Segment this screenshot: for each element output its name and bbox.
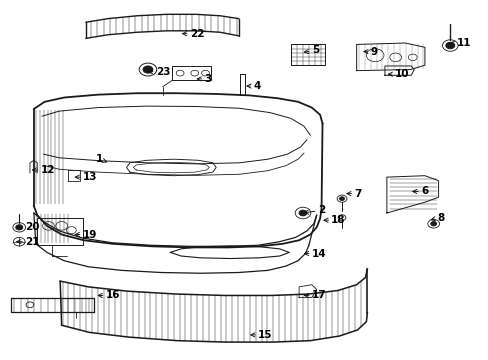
- Text: 6: 6: [412, 186, 427, 197]
- Text: 8: 8: [430, 213, 444, 222]
- Text: 15: 15: [250, 330, 272, 340]
- Text: 12: 12: [32, 165, 55, 175]
- Text: 20: 20: [17, 222, 40, 232]
- Text: 22: 22: [182, 29, 204, 39]
- Text: 7: 7: [346, 189, 361, 199]
- Circle shape: [430, 222, 436, 226]
- Text: 23: 23: [148, 67, 170, 77]
- Circle shape: [339, 197, 344, 201]
- Text: 13: 13: [75, 172, 97, 182]
- Text: 21: 21: [17, 237, 40, 247]
- Text: 18: 18: [323, 215, 345, 225]
- Text: 3: 3: [197, 74, 211, 84]
- Text: 1: 1: [96, 154, 106, 164]
- Circle shape: [445, 42, 454, 49]
- Text: 11: 11: [450, 38, 470, 48]
- Text: 16: 16: [98, 291, 120, 301]
- Text: 4: 4: [246, 81, 260, 91]
- Text: 19: 19: [75, 230, 97, 239]
- Circle shape: [16, 225, 22, 230]
- Text: 14: 14: [304, 248, 326, 258]
- Text: 5: 5: [304, 45, 318, 55]
- Text: 17: 17: [304, 291, 326, 301]
- Text: 2: 2: [304, 206, 324, 216]
- Text: 10: 10: [387, 69, 408, 79]
- Text: 9: 9: [363, 46, 377, 57]
- Circle shape: [143, 66, 153, 73]
- Circle shape: [299, 210, 306, 216]
